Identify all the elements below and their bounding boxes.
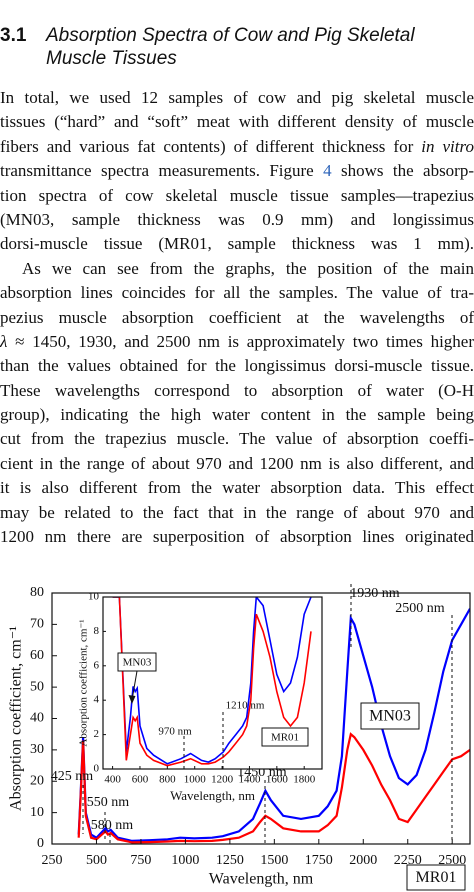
x-axis-label: Wavelength, nm — [209, 871, 314, 888]
text-line: As we can see from the graphs, the posit… — [22, 258, 474, 278]
series-line — [112, 597, 312, 767]
y-tick-label: 80 — [30, 585, 44, 600]
figure: 250 500 750 1000 1250 1500 1750 2000 2250 2500010… — [8, 584, 471, 891]
text-run: transmittance spectra measurements. Figu… — [0, 161, 324, 181]
y-tick-label: 20 — [30, 773, 44, 788]
x-tick-label: 2500 — [438, 853, 466, 868]
y-tick-label: 6 — [94, 659, 100, 671]
text-line: λ ≈ 1450, 1930, and 2500 nm is approxima… — [0, 330, 474, 354]
plot-frame — [102, 596, 323, 770]
text-line: group), indicating the high water conten… — [0, 405, 474, 425]
y-tick-label: 10 — [30, 805, 44, 820]
x-tick-label: 250 — [42, 853, 63, 868]
annotation: 2500 nm — [395, 601, 445, 616]
y-tick-label: 50 — [30, 679, 44, 694]
paragraph: As we can see from the graphs, the posit… — [0, 257, 474, 550]
text-line: These wavelengths correspond to absorpti… — [0, 380, 474, 400]
x-tick-label: 2250 — [394, 853, 422, 868]
x-tick-label: 2000 — [349, 853, 377, 868]
text-line: cient in the range of about 970 and 1200… — [0, 453, 474, 473]
text-line: transmittance spectra measurements. Figu… — [0, 159, 474, 183]
x-tick-label: 600 — [132, 774, 149, 786]
y-tick-label: 2 — [94, 728, 100, 740]
series-label: MR01 — [271, 732, 299, 744]
series-line — [112, 597, 312, 765]
title-line: Muscle Tissues — [46, 48, 177, 69]
text-line: In total, we used 12 samples of cow and … — [0, 88, 474, 107]
series-label: MN03 — [123, 657, 152, 669]
text-run: ≈ 1450, 1930, and 2500 nm is approximate… — [7, 331, 474, 351]
x-tick-label: 750 — [130, 853, 151, 868]
body-text: In total, we used 12 samples of cow and … — [0, 86, 474, 549]
italic-run: λ — [0, 331, 8, 351]
x-tick-label: 1800 — [293, 774, 316, 786]
series-label: MN03 — [369, 708, 411, 725]
annotation: 1930 nm — [350, 586, 400, 601]
text-line: than the values obtained for the longiss… — [0, 356, 474, 376]
text-line: cut from the trapezius muscle. The value… — [0, 429, 474, 449]
y-tick-label: 30 — [30, 742, 44, 757]
series-label-box — [261, 727, 309, 747]
x-tick-label: 500 — [86, 853, 107, 868]
text-line: tion spectra of cow skeletal muscle tiss… — [0, 185, 474, 205]
text-line: absorption lines coincides for all the s… — [0, 283, 474, 303]
x-tick-label: 1000 — [171, 853, 199, 868]
x-axis-label: Wavelength, nm — [170, 788, 255, 803]
annotation: 550 nm — [87, 795, 130, 810]
annotation: 425 nm — [51, 769, 94, 784]
x-tick-label: 1750 — [305, 853, 333, 868]
y-tick-label: 40 — [30, 711, 44, 726]
series-line — [77, 732, 470, 844]
text-line: fibers and various fat contents) of diff… — [0, 135, 474, 159]
y-tick-label: 70 — [30, 617, 44, 632]
y-axis-label: Absorption coefficient, cm⁻¹ — [8, 626, 25, 811]
y-tick-label: 0 — [94, 763, 100, 775]
text-line: pezius muscle absorption coefficient at … — [0, 307, 474, 327]
figure-link[interactable]: 4 — [323, 161, 332, 181]
y-tick-label: 60 — [30, 648, 44, 663]
series-label: MR01 — [416, 869, 457, 886]
series-label-box — [406, 864, 466, 891]
text-line: (MN03, sample thickness was 0.9 mm) and … — [0, 209, 474, 229]
text-run: shows the absorp- — [331, 161, 474, 181]
y-tick-label: 8 — [94, 625, 100, 637]
text-line: tissues (“hard” and “soft” meat with dif… — [0, 112, 474, 132]
y-tick-label: 4 — [94, 694, 100, 706]
text-line: 1200 nm there are superposition of absor… — [0, 527, 474, 547]
text-line: may be related to the fact that in the r… — [0, 502, 474, 522]
annotation: 970 nm — [158, 726, 192, 738]
x-tick-label: 400 — [104, 774, 121, 786]
text-line: it is also different from the water abso… — [0, 478, 474, 498]
text-line: dorsi-muscle tissue (MR01, sample thickn… — [0, 234, 474, 254]
x-tick-label: 1600 — [266, 774, 289, 786]
series-line — [77, 608, 470, 843]
x-tick-label: 1000 — [184, 774, 207, 786]
y-axis-label: Absorption coefficient, cm⁻¹ — [78, 619, 90, 746]
annotation: 580 nm — [91, 818, 134, 833]
annotation: 1210 nm — [226, 700, 265, 712]
x-tick-label: 1200 — [211, 774, 234, 786]
text-run: fibers and various fat contents) of diff… — [0, 136, 422, 156]
x-tick-label: 800 — [159, 774, 176, 786]
title-line: Absorption Spectra of Cow and Pig Skelet… — [46, 25, 415, 46]
pointer-head — [128, 695, 136, 704]
pointer-arrow — [131, 670, 138, 701]
section-title: Absorption Spectra of Cow and Pig Skelet… — [46, 24, 415, 70]
x-tick-label: 1250 — [216, 853, 244, 868]
italic-run: in vitro — [421, 136, 474, 156]
paragraph: In total, we used 12 samples of cow and … — [0, 86, 474, 257]
series-label-box — [360, 702, 420, 730]
section-number: 3.1 — [0, 25, 27, 46]
y-tick-label: 10 — [88, 591, 100, 603]
x-tick-label: 1400 — [238, 774, 261, 786]
y-tick-label: 0 — [37, 836, 44, 851]
x-tick-label: 1500 — [260, 853, 288, 868]
